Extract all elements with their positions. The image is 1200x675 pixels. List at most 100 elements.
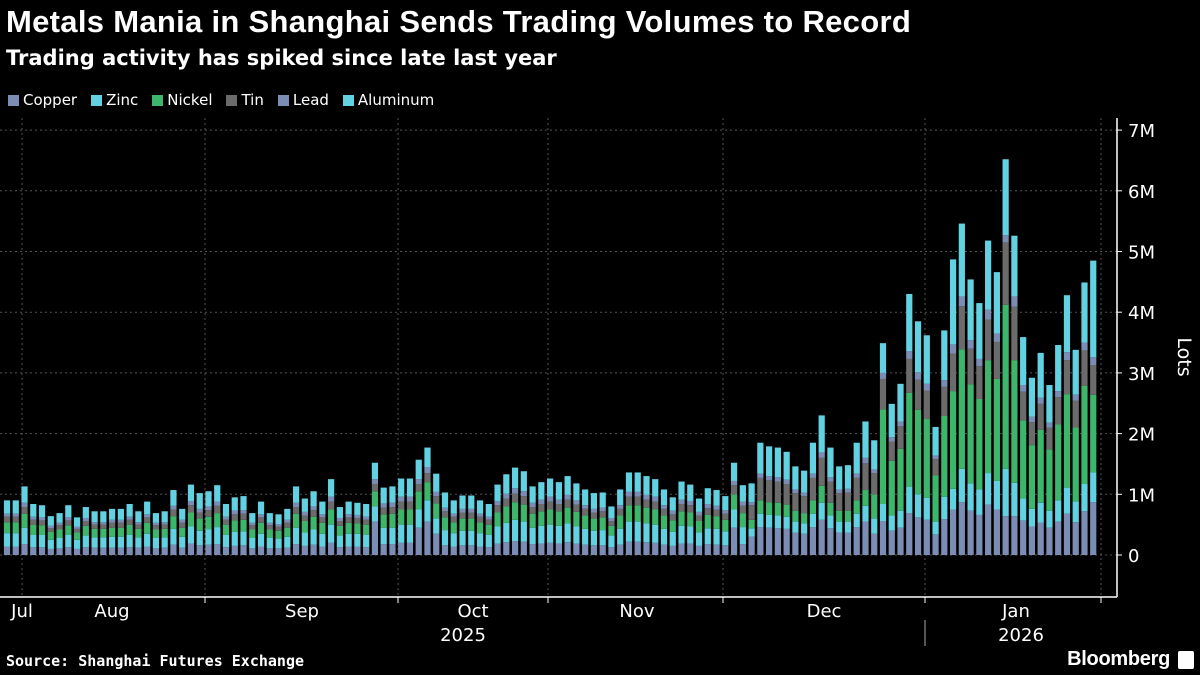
bar-segment-nickel xyxy=(117,527,124,537)
bar-segment-nickel xyxy=(660,515,668,529)
bar-segment-tin xyxy=(73,528,81,533)
bar-segment-lead xyxy=(179,519,186,523)
bar-segment-tin xyxy=(555,504,562,512)
bar-segment-aluminum xyxy=(1055,344,1062,392)
bar-segment-zinc xyxy=(617,528,624,545)
y-tick-label: 6M xyxy=(1128,182,1155,203)
bar-segment-lead xyxy=(713,505,720,510)
bar-segment-copper xyxy=(555,543,562,555)
bar-segment-zinc xyxy=(1081,483,1088,512)
bar-segment-copper xyxy=(1055,521,1062,555)
bar-segment-lead xyxy=(529,502,536,508)
bar-segment-aluminum xyxy=(91,511,98,523)
bar-segment-aluminum xyxy=(319,501,326,515)
bar-segment-zinc xyxy=(240,531,247,546)
bar-segment-aluminum xyxy=(398,478,405,497)
legend-item-lead: Lead xyxy=(277,91,329,109)
bar-segment-copper xyxy=(380,544,387,555)
bar-segment-zinc xyxy=(494,526,501,544)
bar-segment-nickel xyxy=(406,509,414,525)
bar-segment-tin xyxy=(363,519,370,525)
bar-segment-zinc xyxy=(520,521,527,542)
bar-segment-zinc xyxy=(687,526,694,544)
bar-segment-zinc xyxy=(485,534,492,548)
bar-segment-aluminum xyxy=(503,474,510,494)
bar-segment-copper xyxy=(818,519,825,555)
bar-segment-copper xyxy=(599,545,606,555)
bar-segment-aluminum xyxy=(914,321,922,373)
bar-segment-lead xyxy=(555,499,562,505)
bar-segment-tin xyxy=(643,499,650,508)
bar-segment-nickel xyxy=(319,522,326,534)
bar-segment-nickel xyxy=(941,415,948,497)
bar-segment-lead xyxy=(1028,416,1036,423)
bar-segment-aluminum xyxy=(573,483,580,501)
bar-segment-nickel xyxy=(590,518,598,531)
bar-segment-copper xyxy=(713,544,720,555)
bar-segment-zinc xyxy=(328,524,335,543)
bar-segment-tin xyxy=(590,512,598,519)
bar-segment-lead xyxy=(547,496,554,502)
bar-segment-lead xyxy=(328,496,335,502)
legend-swatch xyxy=(226,94,238,106)
bar-segment-nickel xyxy=(82,525,89,536)
bar-segment-nickel xyxy=(564,507,571,524)
bar-segment-lead xyxy=(801,492,808,497)
bar-segment-tin xyxy=(205,510,212,517)
bar-segment-lead xyxy=(783,479,790,484)
bar-segment-tin xyxy=(941,386,948,416)
bar-segment-nickel xyxy=(196,518,203,531)
bar-segment-nickel xyxy=(144,522,151,534)
bar-segment-nickel xyxy=(1055,424,1062,501)
bar-segment-nickel xyxy=(669,520,676,532)
bar-segment-tin xyxy=(669,514,676,521)
bar-segment-aluminum xyxy=(371,462,379,480)
bar-segment-lead xyxy=(3,513,11,517)
bar-segment-nickel xyxy=(231,520,238,532)
bar-segment-nickel xyxy=(888,460,895,516)
bar-segment-tin xyxy=(1090,365,1097,395)
bar-segment-zinc xyxy=(897,510,904,528)
bar-segment-aluminum xyxy=(266,513,273,523)
bar-segment-lead xyxy=(196,508,203,513)
bar-segment-copper xyxy=(503,542,510,555)
bar-segment-nickel xyxy=(38,525,46,535)
bar-segment-lead xyxy=(47,525,54,529)
bar-segment-tin xyxy=(433,496,440,504)
bar-segment-tin xyxy=(634,496,641,506)
bar-segment-lead xyxy=(336,517,343,522)
bar-segment-lead xyxy=(678,499,685,505)
bar-segment-zinc xyxy=(126,534,133,548)
bar-segment-nickel xyxy=(608,525,615,536)
bar-segment-tin xyxy=(625,496,633,506)
bar-segment-copper xyxy=(906,513,913,555)
bar-segment-copper xyxy=(30,547,37,555)
legend-swatch xyxy=(277,94,289,106)
bar-segment-lead xyxy=(65,517,72,521)
bar-segment-tin xyxy=(582,508,589,516)
bar-segment-tin xyxy=(135,524,142,529)
bar-segment-tin xyxy=(573,504,580,512)
bar-segment-nickel xyxy=(809,500,817,514)
bar-segment-zinc xyxy=(783,516,790,529)
legend-label: Zinc xyxy=(106,91,139,109)
bar-segment-tin xyxy=(1063,360,1071,395)
bar-segment-aluminum xyxy=(617,489,624,506)
bar-segment-copper xyxy=(371,521,379,555)
bar-segment-copper xyxy=(319,546,326,555)
bar-segment-nickel xyxy=(1020,420,1027,499)
bar-segment-tin xyxy=(660,508,668,516)
bar-segment-aluminum xyxy=(389,486,396,503)
bar-segment-tin xyxy=(214,505,221,514)
bar-segment-tin xyxy=(695,515,703,522)
bar-segment-zinc xyxy=(354,533,361,547)
bar-segment-tin xyxy=(38,520,46,526)
bar-segment-copper xyxy=(222,547,230,555)
bar-segment-nickel xyxy=(328,509,335,525)
bar-segment-aluminum xyxy=(713,490,720,506)
bar-segment-zinc xyxy=(73,539,81,549)
bar-segment-tin xyxy=(564,499,571,508)
bar-segment-copper xyxy=(538,543,545,555)
bar-segment-zinc xyxy=(914,494,922,518)
bar-segment-tin xyxy=(152,525,160,530)
